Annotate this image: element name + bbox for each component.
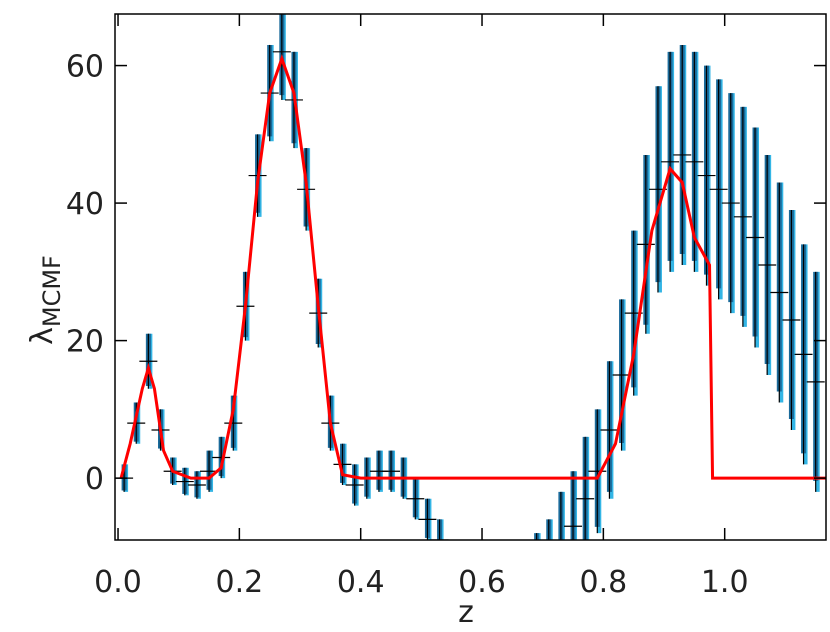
x-tick-label: 1.0 — [701, 565, 749, 600]
y-tick-label: 60 — [66, 50, 104, 85]
x-tick-label: 0.8 — [579, 565, 627, 600]
y-tick-label: 0 — [85, 462, 104, 497]
x-tick-label: 0.2 — [216, 565, 264, 600]
x-tick-label: 0.4 — [337, 565, 385, 600]
y-axis-label: λMCMF — [25, 255, 66, 345]
y-tick-label: 20 — [66, 325, 104, 360]
plot-area — [115, 14, 826, 540]
x-tick-label: 0.6 — [458, 565, 506, 600]
y-tick-label: 40 — [66, 187, 104, 222]
frame — [114, 13, 827, 541]
line — [119, 54, 826, 480]
x-axis-label: z — [458, 595, 474, 628]
x-tick-label: 0.0 — [94, 565, 142, 600]
y-label-sub: MCMF — [38, 255, 66, 327]
y-label-main: λ — [25, 327, 60, 345]
